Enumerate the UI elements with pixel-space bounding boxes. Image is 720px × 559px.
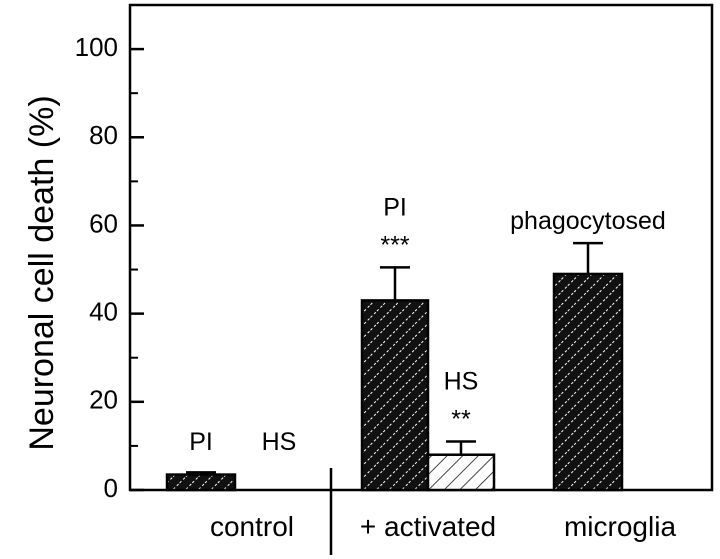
y-tick-label: 20: [89, 385, 118, 415]
bar-label-0: PI: [189, 428, 213, 456]
bar-annotation-2: ***: [380, 231, 409, 259]
bar-label-4: phagocytosed: [510, 207, 666, 235]
labels-layer: PI HS *** PI ** HS phagocytosed: [189, 193, 666, 456]
bar-3: [426, 453, 496, 492]
y-tick-label: 100: [75, 32, 118, 62]
group-label-control: control: [210, 511, 294, 542]
y-axis-label: Neuronal cell death (%): [23, 95, 61, 450]
bar-label-3: HS: [444, 368, 479, 396]
y-tick-label: 60: [89, 208, 118, 238]
group-label-activated: + activated: [360, 511, 496, 542]
bar-annotation-3: **: [451, 406, 471, 434]
bars-layer: [165, 241, 624, 492]
bar-2: [360, 299, 430, 492]
bar-label-2: PI: [383, 193, 407, 221]
y-tick-label: 0: [104, 473, 118, 503]
bar-0: [165, 473, 237, 492]
y-tick-label: 80: [89, 120, 118, 150]
y-tick-label: 40: [89, 297, 118, 327]
bar-label-1: HS: [262, 428, 297, 456]
bar-4: [552, 272, 624, 492]
group-label-microglia: microglia: [564, 511, 676, 542]
